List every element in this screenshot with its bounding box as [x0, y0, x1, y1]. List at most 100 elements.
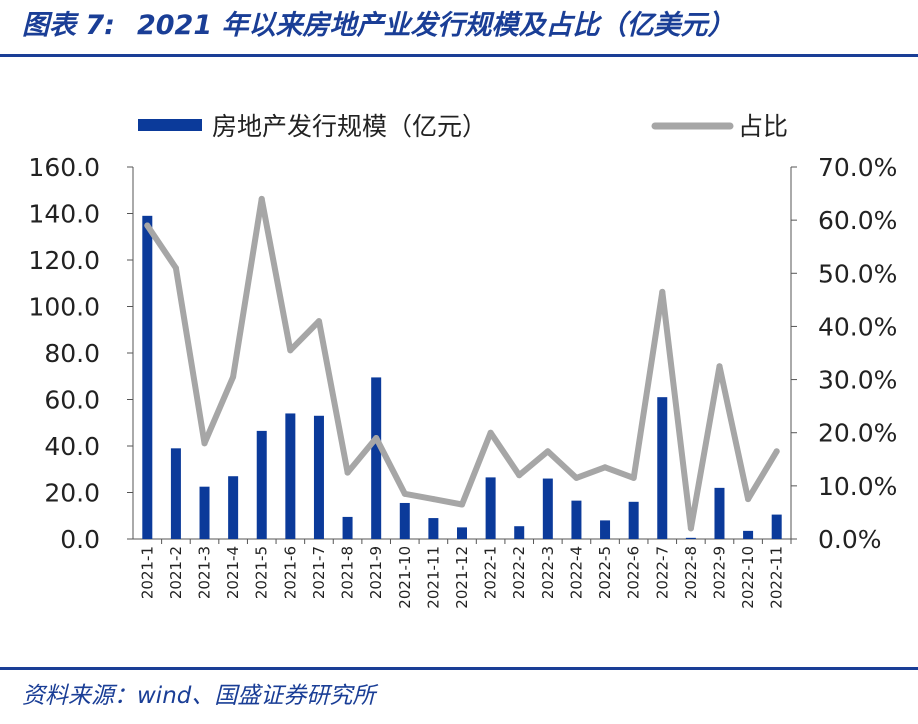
chart-title: 图表 7: 2021 年以来房地产业发行规模及占比（亿美元）	[22, 6, 735, 46]
x-tick-label: 2022-4	[567, 546, 585, 599]
legend: 房地产发行规模（亿元） 占比	[138, 112, 788, 141]
legend-line-label: 占比	[738, 112, 788, 141]
line-point	[745, 496, 752, 503]
bar	[228, 476, 239, 539]
footer-divider	[0, 667, 918, 670]
x-tick-label: 2022-8	[682, 546, 700, 599]
x-tick-label: 2022-3	[539, 546, 557, 599]
bar	[600, 520, 611, 539]
x-tick-label: 2021-5	[253, 546, 271, 599]
bar	[256, 430, 267, 539]
x-tick-label: 2021-10	[396, 546, 414, 609]
x-tick-label: 2022-11	[768, 546, 786, 609]
x-tick-label: 2021-7	[310, 546, 328, 599]
line-point	[144, 222, 151, 229]
line-point	[344, 469, 351, 476]
left-tick-label: 140.0	[28, 200, 100, 229]
bar	[142, 215, 153, 539]
line-point	[487, 429, 494, 436]
left-tick-label: 120.0	[28, 246, 100, 275]
bar	[371, 377, 382, 539]
x-tick-label: 2021-4	[224, 546, 242, 599]
left-tick-label: 40.0	[44, 432, 100, 461]
left-tick-label: 160.0	[28, 153, 100, 182]
legend-bar-label: 房地产发行规模（亿元）	[212, 112, 487, 141]
bar	[285, 413, 296, 539]
x-tick-label: 2021-3	[196, 546, 214, 599]
right-tick-label: 10.0%	[818, 472, 897, 501]
left-tick-label: 100.0	[28, 293, 100, 322]
bar	[170, 448, 181, 539]
x-tick-label: 2022-9	[710, 546, 728, 599]
x-tick-label: 2022-7	[653, 546, 671, 599]
title-divider	[0, 54, 918, 57]
x-tick-label: 2021-12	[453, 546, 471, 609]
line-point	[287, 347, 294, 354]
bar	[342, 516, 353, 539]
bar	[657, 397, 668, 539]
line-point	[201, 440, 208, 447]
bar	[571, 500, 582, 539]
right-tick-label: 0.0%	[818, 525, 882, 554]
line-point	[459, 501, 465, 508]
bar	[628, 501, 639, 539]
source-note: 资料来源：wind、国盛证券研究所	[22, 683, 376, 709]
x-tick-label: 2022-2	[510, 546, 528, 599]
line-point	[401, 490, 408, 497]
line-point	[230, 373, 237, 380]
right-tick-label: 30.0%	[818, 366, 897, 395]
x-tick-label: 2021-9	[367, 546, 385, 599]
bar-series	[142, 215, 782, 539]
left-tick-label: 0.0	[60, 525, 100, 554]
line-point	[630, 474, 637, 481]
x-tick-label: 2022-10	[739, 546, 757, 609]
line-point	[373, 435, 380, 442]
share-line	[144, 195, 780, 532]
figure-title: 2021 年以来房地产业发行规模及占比（亿美元）	[136, 10, 735, 41]
x-tick-label: 2021-11	[424, 546, 442, 609]
line-point	[258, 195, 265, 202]
bar	[457, 527, 467, 539]
bar	[542, 478, 553, 539]
bar	[743, 530, 754, 539]
legend-bar-swatch	[138, 119, 202, 131]
bar	[685, 537, 696, 539]
x-tick-label: 2022-1	[482, 546, 500, 599]
x-tick-label: 2021-2	[167, 546, 185, 599]
x-tick-label: 2022-5	[596, 546, 614, 599]
line-point	[516, 472, 523, 479]
line-point	[687, 525, 694, 532]
bar	[771, 514, 782, 539]
line-point	[430, 496, 437, 503]
line-point	[659, 288, 666, 295]
right-tick-label: 70.0%	[818, 153, 897, 182]
line-point	[716, 363, 723, 370]
bar	[714, 487, 725, 539]
right-tick-label: 60.0%	[818, 206, 897, 235]
line-series	[144, 195, 780, 532]
bar	[199, 486, 210, 539]
line-point	[172, 264, 179, 271]
right-tick-label: 20.0%	[818, 419, 897, 448]
bar	[313, 415, 324, 539]
x-tick-label: 2022-6	[625, 546, 643, 599]
bar	[428, 518, 439, 539]
figure-label: 图表 7:	[22, 10, 115, 41]
right-tick-label: 50.0%	[818, 259, 897, 288]
x-tick-label: 2021-8	[339, 546, 357, 599]
left-tick-label: 20.0	[44, 479, 100, 508]
line-point	[573, 474, 580, 481]
tick-labels: 0.0 20.0 40.0 60.0 80.0 100.0 120.0 140.0 160.0 0…	[28, 153, 897, 609]
x-tick-label: 2021-1	[138, 546, 156, 599]
left-tick-label: 80.0	[44, 339, 100, 368]
bar	[399, 502, 410, 539]
bar	[514, 526, 525, 539]
bar	[485, 477, 496, 539]
line-point	[315, 318, 322, 325]
line-point	[773, 448, 780, 455]
left-tick-label: 60.0	[44, 386, 100, 415]
line-point	[602, 464, 609, 471]
x-tick-label: 2021-6	[281, 546, 299, 599]
right-tick-label: 40.0%	[818, 312, 897, 341]
